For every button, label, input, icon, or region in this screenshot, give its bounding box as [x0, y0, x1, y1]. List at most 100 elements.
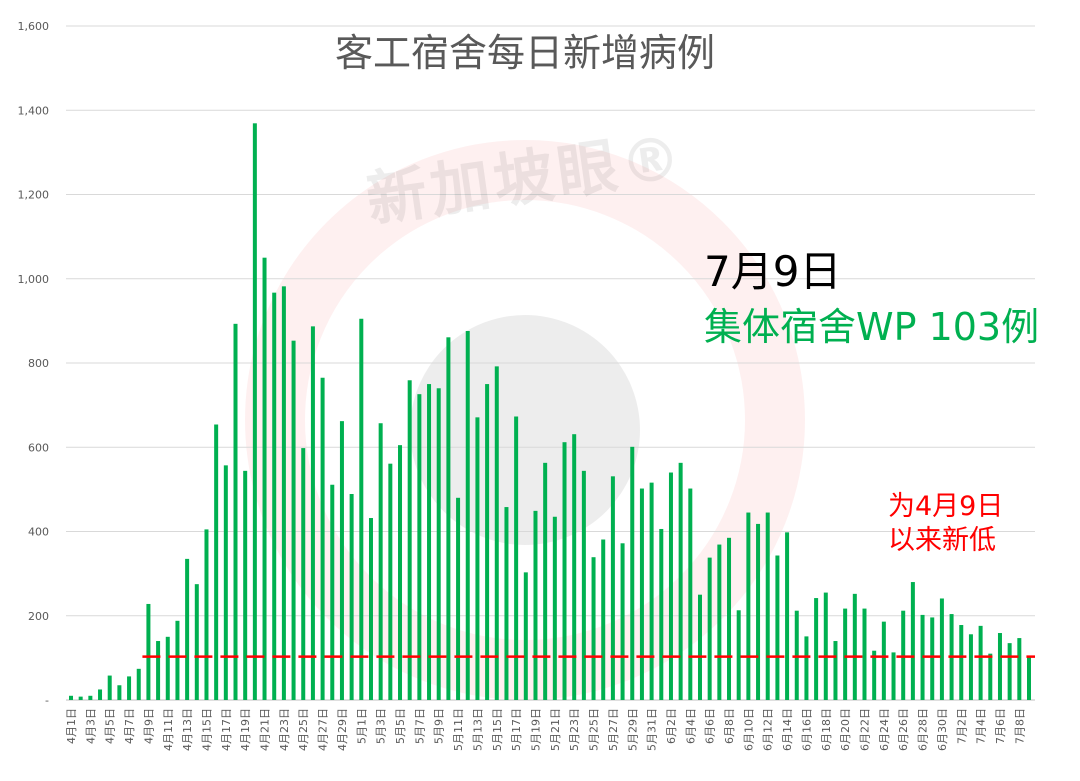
x-tick-label: 5月1日 — [355, 708, 368, 744]
bar — [852, 593, 857, 700]
x-tick-label: 6月28日 — [917, 708, 930, 751]
bar — [310, 326, 315, 700]
bar — [320, 377, 325, 700]
bar — [127, 676, 132, 700]
bar — [107, 675, 112, 700]
bar — [78, 696, 83, 700]
bar — [533, 510, 538, 700]
bar — [601, 539, 606, 700]
bar — [436, 388, 441, 700]
x-tick-label: 7月4日 — [975, 708, 988, 744]
bar — [504, 507, 509, 700]
bar — [727, 537, 732, 700]
y-tick-label: - — [45, 694, 49, 707]
bar — [910, 582, 915, 700]
bar — [456, 497, 461, 700]
x-tick-label: 7月6日 — [994, 708, 1007, 744]
x-tick-label: 6月26日 — [897, 708, 910, 751]
x-tick-label: 4月19日 — [239, 708, 252, 751]
x-tick-label: 5月17日 — [510, 708, 523, 751]
bar — [117, 685, 122, 700]
bar — [291, 340, 296, 700]
x-tick-label: 5月3日 — [375, 708, 388, 744]
x-tick-label: 5月7日 — [413, 708, 426, 744]
bar — [514, 416, 519, 700]
x-tick-label: 4月9日 — [142, 708, 155, 744]
x-tick-label: 5月29日 — [626, 708, 639, 751]
bar — [223, 465, 228, 700]
bar — [707, 557, 712, 700]
bar — [339, 421, 344, 700]
bar — [814, 598, 819, 700]
y-tick-label: 800 — [28, 357, 49, 370]
bar — [243, 470, 248, 700]
x-tick-label: 5月25日 — [588, 708, 601, 751]
bar — [591, 557, 596, 700]
x-tick-label: 6月30日 — [936, 708, 949, 751]
bar — [988, 653, 993, 700]
bar — [552, 516, 557, 700]
bar — [639, 488, 644, 700]
bar — [301, 448, 306, 700]
x-tick-label: 4月23日 — [278, 708, 291, 751]
bars — [69, 123, 1031, 701]
bar — [485, 384, 490, 700]
x-tick-label: 7月8日 — [1013, 708, 1026, 744]
x-tick-label: 5月13日 — [471, 708, 484, 751]
x-tick-label: 4月11日 — [162, 708, 175, 751]
x-tick-label: 4月5日 — [104, 708, 117, 744]
bar — [572, 434, 577, 700]
bar — [543, 462, 548, 700]
y-tick-label: 1,000 — [18, 273, 50, 286]
bar — [891, 652, 896, 700]
x-tick-label: 6月6日 — [704, 708, 717, 744]
annotation-headline: 集体宿舍WP 103例 — [704, 305, 1040, 349]
bar — [1017, 638, 1022, 700]
bar — [862, 608, 867, 700]
bar — [620, 543, 625, 700]
bar — [417, 394, 422, 700]
bar — [98, 689, 103, 700]
x-tick-label: 5月27日 — [607, 708, 620, 751]
x-tick-label: 6月16日 — [800, 708, 813, 751]
bar — [930, 617, 935, 700]
bar — [465, 330, 470, 700]
x-axis: 4月1日 4月3日 4月5日 4月7日 4月9日 4月11日 4月13日 4月15日 4月17日… — [65, 708, 1026, 751]
x-tick-label: 5月19日 — [529, 708, 542, 751]
bar — [194, 584, 199, 700]
x-tick-label: 4月13日 — [181, 708, 194, 751]
bar — [649, 482, 654, 700]
bar — [378, 423, 383, 700]
x-tick-label: 5月31日 — [646, 708, 659, 751]
bar — [156, 641, 161, 700]
x-tick-label: 6月20日 — [839, 708, 852, 751]
x-tick-label: 5月21日 — [549, 708, 562, 751]
x-tick-label: 6月12日 — [762, 708, 775, 751]
bar — [756, 523, 761, 700]
bar — [968, 634, 973, 700]
y-axis: - 200 400 600 800 1,000 1,200 1,400 1,600 — [18, 20, 50, 707]
bar — [349, 494, 354, 700]
y-tick-label: 400 — [28, 526, 49, 539]
x-tick-label: 7月2日 — [955, 708, 968, 744]
x-tick-label: 4月7日 — [123, 708, 136, 744]
annotation-date: 7月9日 — [704, 247, 842, 296]
bar — [494, 366, 499, 700]
x-tick-label: 4月27日 — [317, 708, 330, 751]
bar — [407, 380, 412, 700]
bar — [388, 463, 393, 700]
bar — [978, 625, 983, 700]
bar — [688, 488, 693, 700]
bar — [659, 528, 664, 700]
bar — [775, 555, 780, 700]
annotation-note: 为4月9日 以来新低 — [888, 490, 1003, 558]
bar — [69, 695, 73, 700]
bar — [475, 417, 480, 700]
x-tick-label: 5月23日 — [568, 708, 581, 751]
bar — [668, 472, 673, 700]
y-tick-label: 1,600 — [18, 20, 50, 33]
bar — [843, 608, 848, 700]
bar — [272, 292, 277, 700]
y-tick-label: 200 — [28, 610, 49, 623]
